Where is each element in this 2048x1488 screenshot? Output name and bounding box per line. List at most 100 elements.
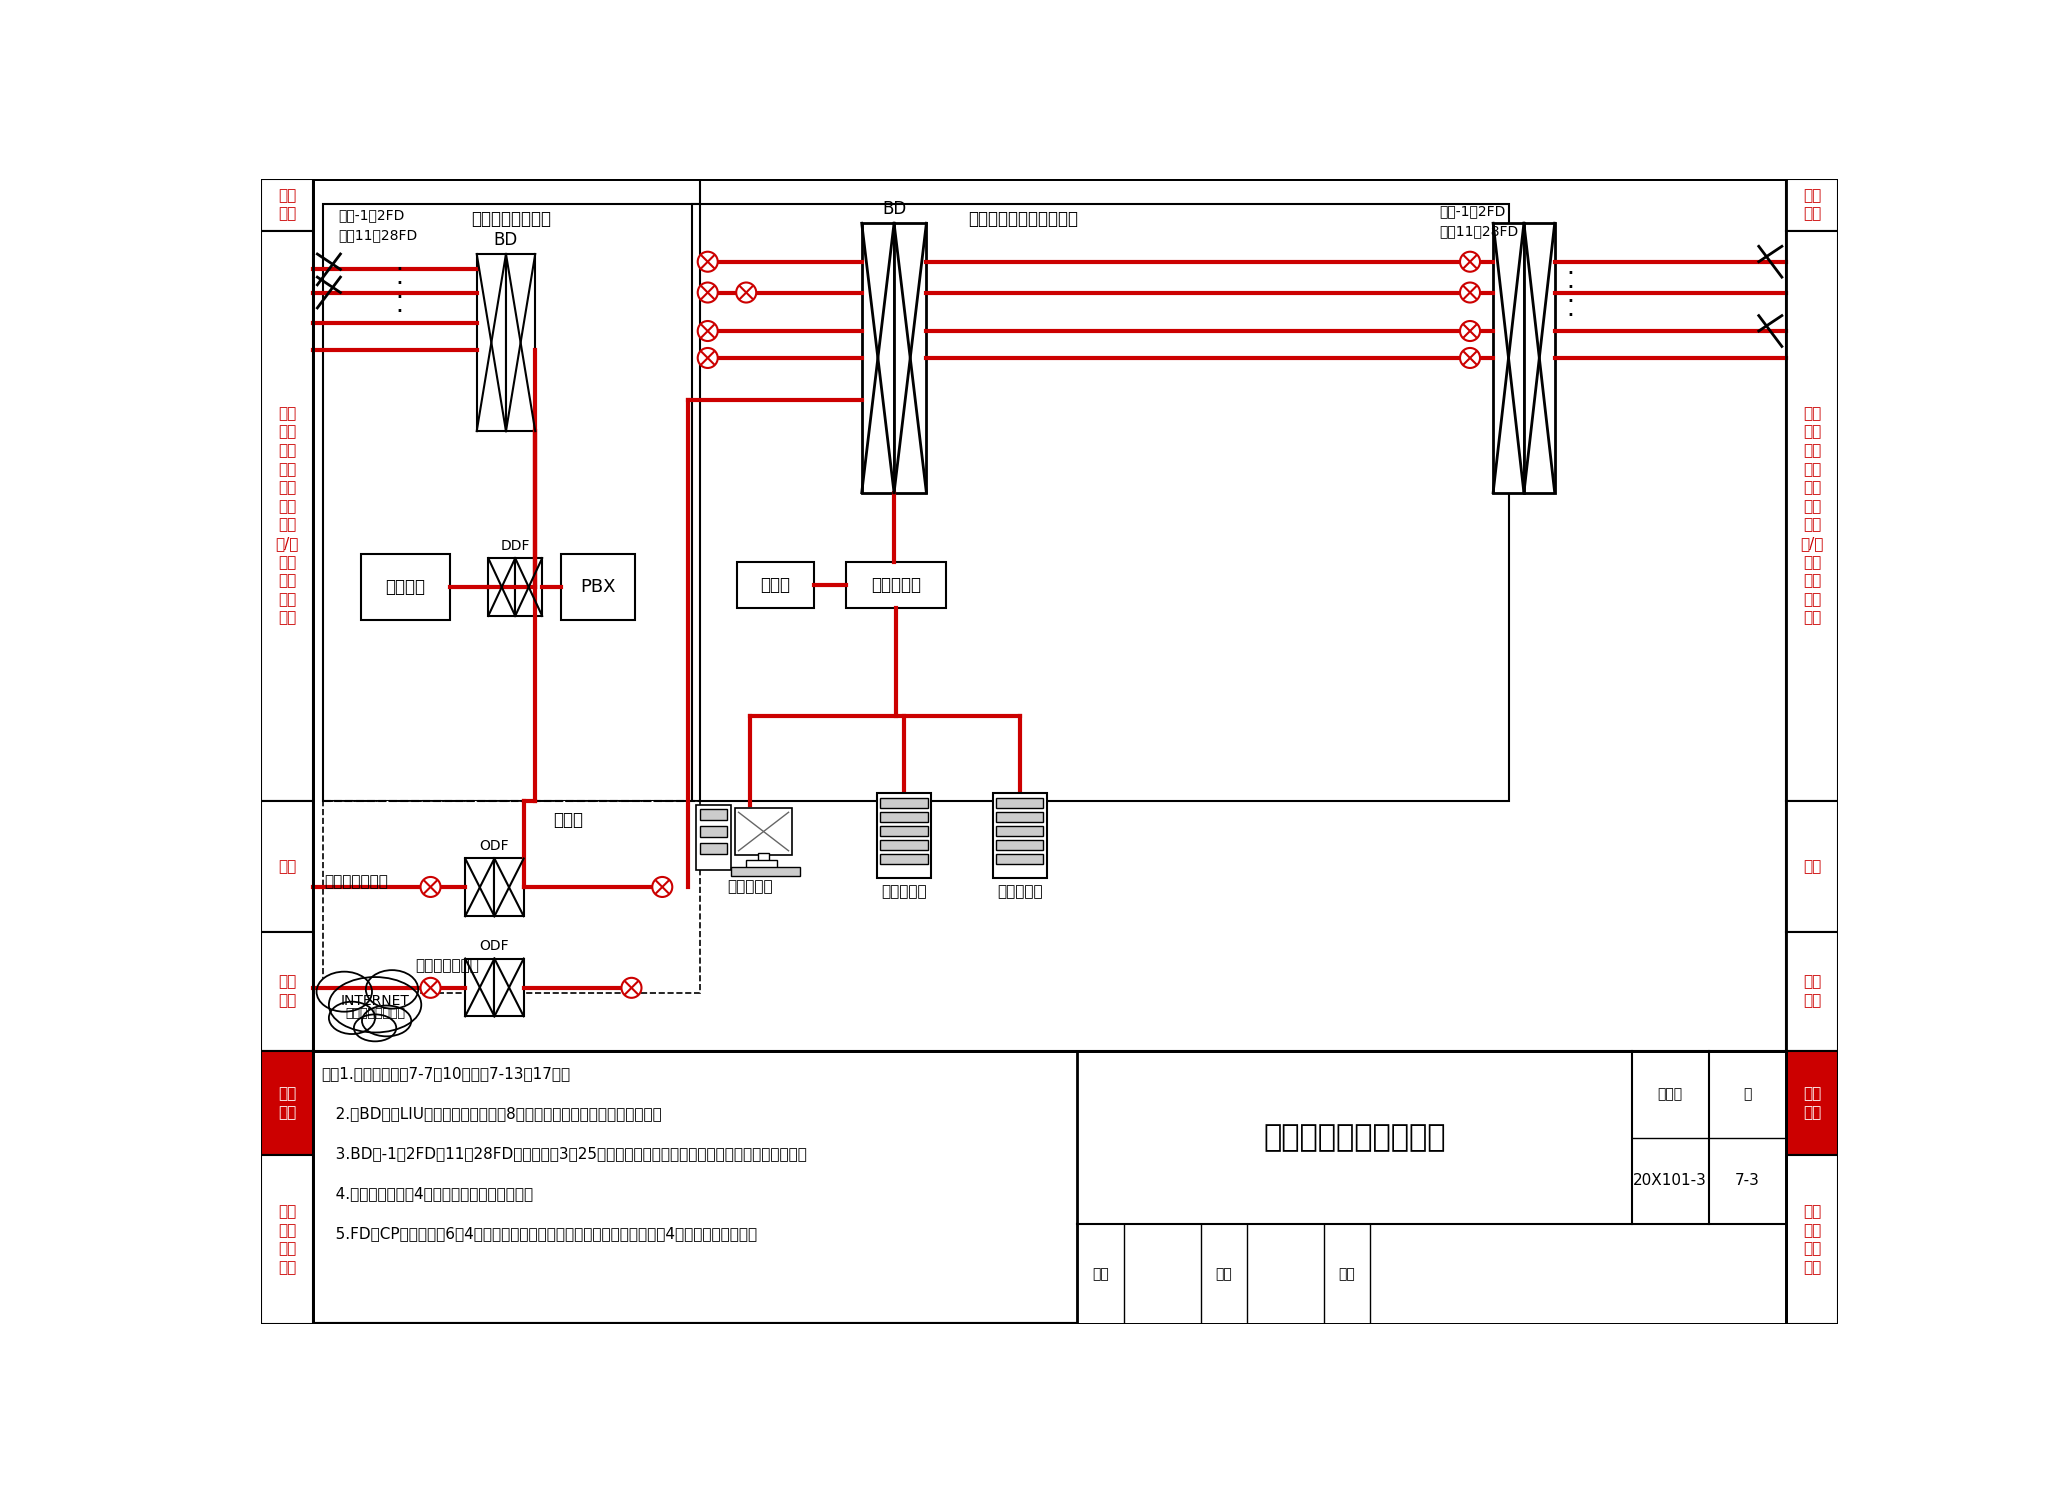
Circle shape (698, 251, 717, 272)
Bar (487, 558, 516, 616)
Text: ·: · (395, 286, 403, 310)
Text: 2.由BD至各LIU光缆上标注的数字为8芯光缆的根数，光缆采用多模光缆。: 2.由BD至各LIU光缆上标注的数字为8芯光缆的根数，光缆采用多模光缆。 (322, 1107, 662, 1122)
Text: 检测
验收: 检测 验收 (1802, 975, 1821, 1007)
Circle shape (651, 876, 672, 897)
Bar (692, 204, 1509, 801)
Bar (881, 841, 928, 850)
Text: 5.FD至CP的电缆采用6类4对对绞电缆支持语音和数据，电缆上标注数字为4对对绞电缆的根数。: 5.FD至CP的电缆采用6类4对对绞电缆支持语音和数据，电缆上标注数字为4对对绞… (322, 1226, 758, 1241)
Text: 应用服务器: 应用服务器 (881, 884, 928, 899)
Circle shape (698, 283, 717, 302)
Text: 核心交换机: 核心交换机 (870, 576, 922, 594)
Bar (1786, 179, 1839, 231)
Bar (993, 793, 1047, 878)
Bar (1786, 179, 1839, 1324)
Text: 计算机网络机房（二层）: 计算机网络机房（二层） (969, 210, 1079, 228)
Text: PBX: PBX (580, 577, 616, 597)
Text: 页: 页 (1743, 1088, 1751, 1101)
Text: 4.每台交换机配置4芯光纤，其中两芯为备用。: 4.每台交换机配置4芯光纤，其中两芯为备用。 (322, 1186, 532, 1201)
Circle shape (1460, 348, 1481, 368)
Text: BD: BD (883, 201, 905, 219)
Text: ·: · (1567, 275, 1575, 301)
Bar (881, 854, 928, 865)
Bar (700, 809, 727, 820)
Bar (506, 254, 535, 432)
Bar (731, 868, 801, 876)
Text: 多家电信运营商: 多家电信运营商 (416, 958, 479, 973)
Text: 路由器: 路由器 (760, 576, 791, 594)
Bar (735, 808, 793, 854)
Text: 设计: 设计 (1339, 1268, 1356, 1281)
Ellipse shape (317, 972, 373, 1012)
Bar (262, 179, 313, 1324)
Text: 引至11～28FD: 引至11～28FD (1440, 223, 1518, 238)
Bar (324, 801, 700, 992)
Text: ·: · (1567, 290, 1575, 314)
Bar (516, 558, 543, 616)
Bar (758, 853, 768, 863)
Bar (995, 826, 1042, 836)
Text: 网管工作站: 网管工作站 (727, 879, 772, 894)
Text: 进线间: 进线间 (553, 811, 584, 829)
Circle shape (420, 876, 440, 897)
Text: 施工: 施工 (279, 859, 297, 873)
Text: 引至11～28FD: 引至11～28FD (338, 228, 418, 241)
Bar (313, 179, 1786, 1051)
Bar (1077, 1051, 1786, 1324)
Bar (262, 1051, 313, 1155)
Text: 审核: 审核 (1092, 1268, 1108, 1281)
Text: BD: BD (494, 231, 518, 248)
Bar (494, 859, 524, 917)
Text: ·: · (1567, 304, 1575, 327)
Text: 数据
中心
布线
系统: 数据 中心 布线 系统 (279, 1204, 297, 1275)
Text: 工程
示例: 工程 示例 (279, 1086, 297, 1120)
Bar (846, 562, 946, 609)
Text: ·: · (395, 272, 403, 296)
Text: ·: · (395, 259, 403, 283)
Text: ODF: ODF (479, 839, 510, 853)
Circle shape (1460, 321, 1481, 341)
Bar (262, 931, 313, 1051)
Bar (700, 826, 727, 836)
Ellipse shape (330, 1001, 375, 1034)
Bar (465, 958, 494, 1016)
Text: （计算机互联网）: （计算机互联网） (344, 1007, 406, 1019)
Text: 引至-1～2FD: 引至-1～2FD (338, 208, 406, 223)
Text: 图集号: 图集号 (1657, 1088, 1683, 1101)
Bar (745, 860, 776, 868)
Bar (561, 555, 635, 620)
Text: 7-3: 7-3 (1735, 1174, 1759, 1189)
Text: 引至-1～2FD: 引至-1～2FD (1440, 205, 1505, 219)
Text: ·: · (1567, 262, 1575, 286)
Text: ODF: ODF (479, 939, 510, 954)
Bar (995, 812, 1042, 823)
Bar (1786, 1155, 1839, 1324)
Bar (737, 562, 813, 609)
Bar (1786, 231, 1839, 801)
Bar (1786, 931, 1839, 1051)
Text: 工程
示例: 工程 示例 (1802, 1086, 1821, 1120)
Text: ·: · (395, 299, 403, 324)
Bar (995, 854, 1042, 865)
Text: 3.BD至-1～2FD、11～28FD的电缆采用3类25对的大对数电缆，电缆上标注的数字为电缆的根数。: 3.BD至-1～2FD、11～28FD的电缆采用3类25对的大对数电缆，电缆上标… (322, 1146, 807, 1162)
Text: 术语
符号: 术语 符号 (279, 187, 297, 222)
Text: 数据
中心
布线
系统: 数据 中心 布线 系统 (1802, 1204, 1821, 1275)
Bar (995, 841, 1042, 850)
Bar (881, 826, 928, 836)
Bar (1493, 223, 1524, 493)
Circle shape (698, 348, 717, 368)
Text: 注：1.平面图参见第7-7～10页及第7-13～17页。: 注：1.平面图参见第7-7～10页及第7-13～17页。 (322, 1067, 569, 1082)
Text: INTERNET: INTERNET (340, 994, 410, 1007)
Text: 电信运营商光纤: 电信运营商光纤 (324, 873, 389, 888)
Bar (696, 805, 731, 870)
Ellipse shape (362, 1006, 412, 1036)
Text: 数据服务器: 数据服务器 (997, 884, 1042, 899)
Bar (881, 812, 928, 823)
Bar (324, 204, 700, 801)
Bar (494, 958, 524, 1016)
Bar (262, 801, 313, 931)
Bar (895, 223, 926, 493)
Bar (1524, 223, 1554, 493)
Text: 电话机房（二层）: 电话机房（二层） (471, 210, 551, 228)
Bar (477, 254, 506, 432)
Circle shape (698, 321, 717, 341)
